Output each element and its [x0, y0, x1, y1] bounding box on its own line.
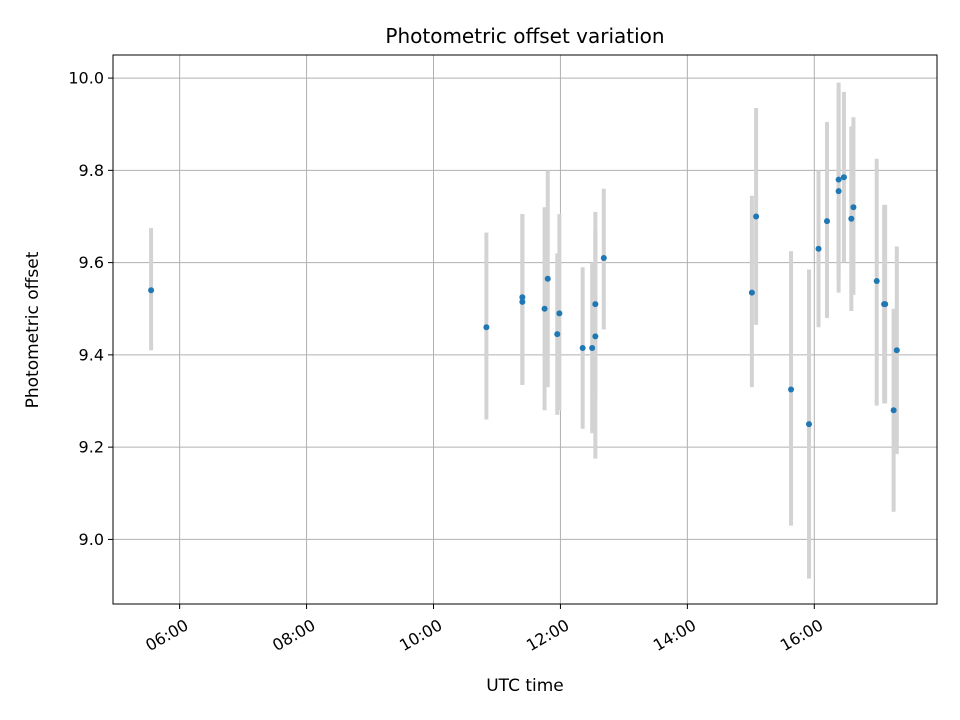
data-point	[748, 289, 755, 296]
y-tick-label: 9.2	[79, 438, 104, 457]
grid	[113, 55, 937, 604]
chart-title: Photometric offset variation	[385, 24, 664, 48]
data-point	[848, 215, 855, 222]
plot-frame	[112, 54, 938, 605]
data-point	[850, 204, 857, 211]
data-point	[519, 294, 526, 301]
data-point	[519, 298, 526, 305]
data-point	[541, 305, 548, 312]
data-point	[592, 333, 599, 340]
y-tick-label: 9.4	[79, 345, 104, 364]
data-point	[823, 218, 830, 225]
y-tick-label: 9.6	[79, 253, 104, 272]
y-axis-label: Photometric offset	[23, 251, 43, 408]
data-points	[148, 174, 900, 428]
data-point	[148, 287, 155, 294]
x-axis-label: UTC time	[486, 676, 564, 696]
data-point	[589, 344, 596, 351]
data-point	[815, 245, 822, 252]
data-point	[556, 310, 563, 317]
data-point	[882, 301, 889, 308]
y-tick-label: 9.0	[79, 530, 104, 549]
y-axis: 9.0 9.2 9.4 9.6 9.8 10.0	[68, 69, 113, 549]
data-point	[600, 254, 607, 261]
data-point	[890, 407, 897, 414]
data-point	[554, 331, 561, 338]
data-point	[873, 278, 880, 285]
data-point	[483, 324, 490, 331]
data-point	[835, 176, 842, 183]
y-tick-label: 10.0	[68, 69, 104, 88]
data-point	[592, 301, 599, 308]
data-point	[840, 174, 847, 181]
data-point	[788, 386, 795, 393]
data-point	[806, 421, 813, 428]
data-point	[835, 188, 842, 195]
data-point	[579, 344, 586, 351]
data-point	[544, 275, 551, 282]
y-tick-label: 9.8	[79, 161, 104, 180]
data-point	[893, 347, 900, 354]
data-point	[753, 213, 760, 220]
